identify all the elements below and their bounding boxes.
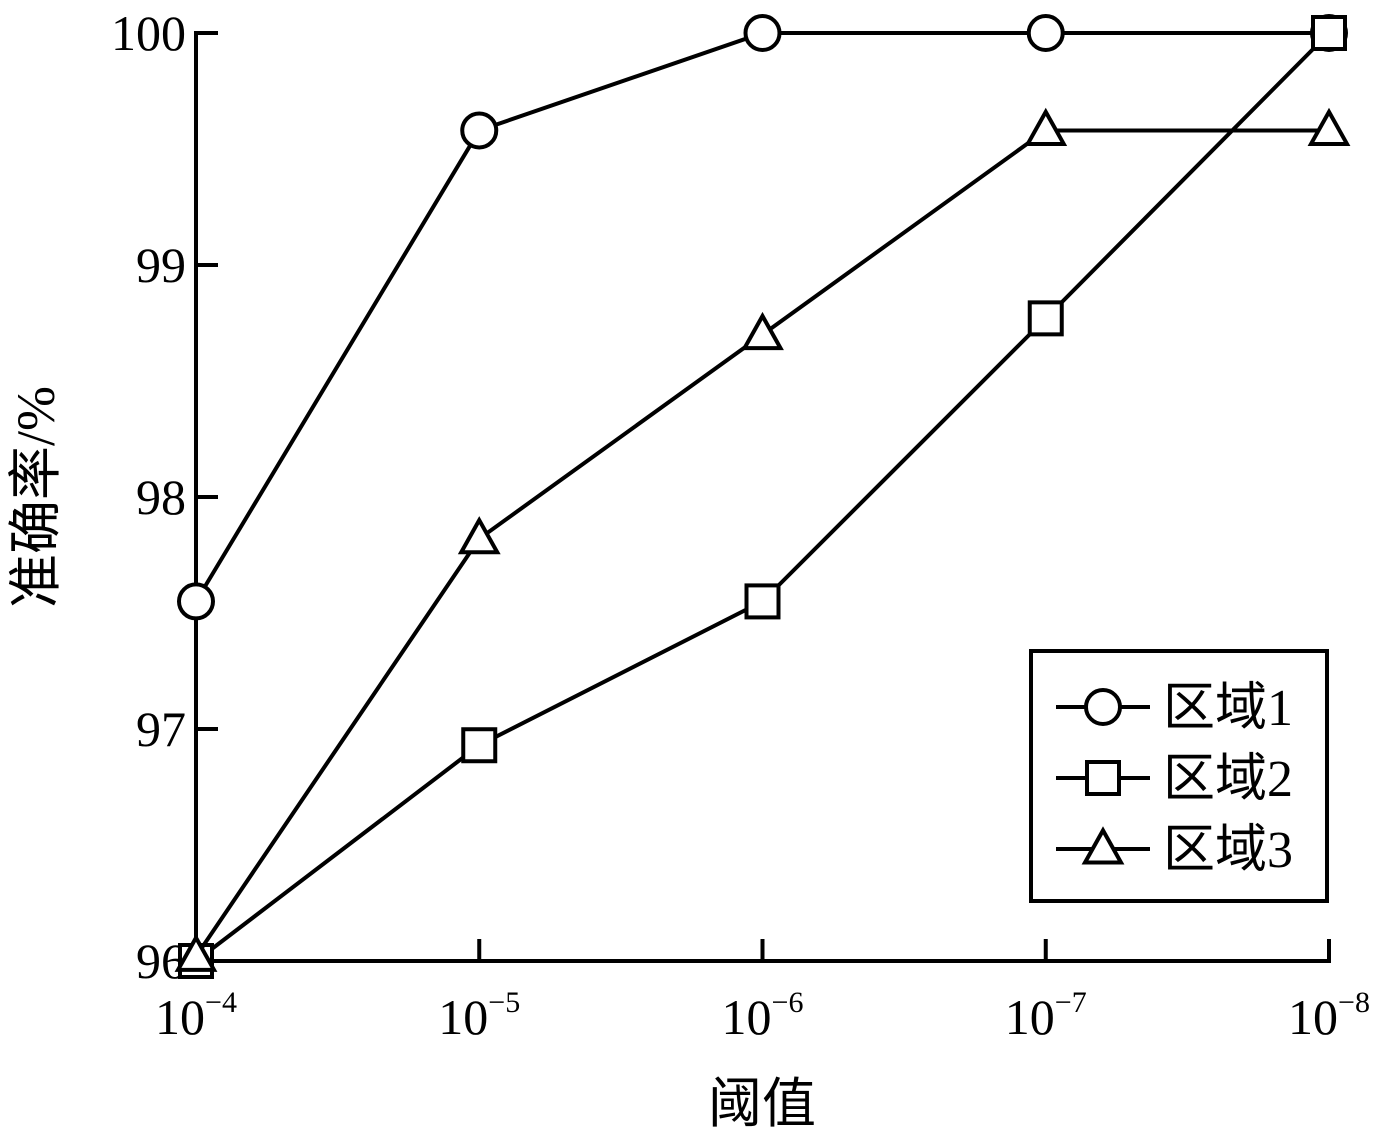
data-point	[1311, 15, 1347, 51]
y-tick-label: 100	[111, 5, 186, 61]
x-tick-label: 10−4	[155, 986, 237, 1045]
x-tick-label: 10−5	[438, 986, 520, 1045]
data-point	[1024, 107, 1068, 146]
legend-label: 区域3	[1163, 822, 1293, 879]
y-tick-label: 97	[136, 701, 186, 757]
legend-item: 区域2	[1056, 751, 1293, 808]
data-point	[1307, 107, 1351, 146]
x-axis-title: 阈值	[708, 1074, 816, 1134]
legend-label: 区域1	[1163, 680, 1293, 737]
data-point	[174, 933, 218, 972]
series-2	[178, 15, 1347, 979]
data-point	[460, 111, 499, 150]
y-tick-label: 96	[136, 933, 186, 989]
y-axis-title: 准确率/%	[6, 386, 66, 608]
data-point	[457, 516, 501, 555]
data-point	[1026, 14, 1065, 52]
data-point	[743, 14, 782, 52]
data-point	[177, 582, 215, 621]
legend-marker	[1084, 688, 1122, 726]
data-point	[1027, 300, 1064, 337]
y-tick-label: 98	[136, 469, 186, 525]
x-tick-label: 10−8	[1288, 986, 1370, 1045]
data-point	[744, 583, 781, 620]
series-layer	[174, 14, 1351, 979]
legend-marker	[1085, 760, 1121, 796]
data-point	[461, 727, 498, 764]
x-tick-label: 10−6	[722, 986, 804, 1045]
legend-item: 区域3	[1056, 822, 1293, 879]
y-tick-label: 99	[136, 237, 186, 293]
data-point	[741, 311, 784, 351]
x-ticks: 10−4 10−5 10−6 10−7 10−8	[155, 939, 1370, 1045]
series-3	[174, 107, 1351, 972]
legend: 区域1 区域2 区域3	[1029, 649, 1329, 903]
y-ticks: 96 97 98 99 100	[111, 5, 218, 989]
x-tick-label: 10−7	[1005, 986, 1087, 1045]
legend-item: 区域1	[1056, 680, 1293, 737]
legend-marker	[1081, 826, 1125, 865]
legend-label: 区域2	[1163, 751, 1293, 808]
